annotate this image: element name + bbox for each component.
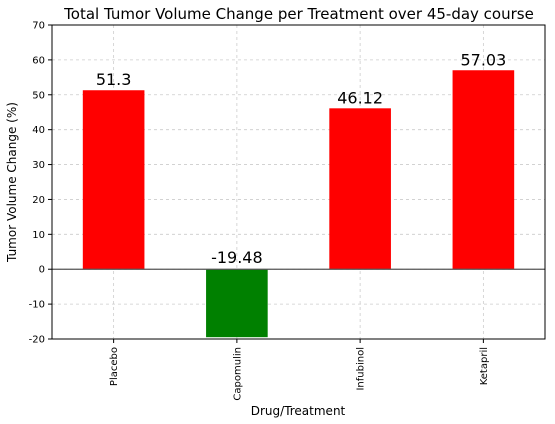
x-tick-label: Infubinol <box>356 347 367 391</box>
y-tick-label: 0 <box>39 265 45 276</box>
y-tick-label: 40 <box>32 125 45 136</box>
x-tick-label: Placebo <box>109 347 120 386</box>
data-label: 46.12 <box>337 88 383 107</box>
data-label: -19.48 <box>211 248 263 267</box>
y-tick-label: 70 <box>32 21 45 32</box>
y-tick-label: 30 <box>32 160 45 171</box>
data-labels: 51.3 -19.48 46.12 57.03 <box>96 50 506 267</box>
bar-infubinol <box>329 108 391 270</box>
chart-title: Total Tumor Volume Change per Treatment … <box>63 5 534 23</box>
x-tick-label: Capomulin <box>232 347 243 401</box>
x-tick-label: Ketapril <box>479 347 490 385</box>
data-label: 57.03 <box>460 50 506 69</box>
y-tick-label: 60 <box>32 55 45 66</box>
bar-capomulin <box>206 269 268 338</box>
x-axis-label: Drug/Treatment <box>251 404 346 418</box>
y-axis-ticks: -20 -10 0 10 20 30 40 50 60 70 <box>29 21 52 346</box>
y-tick-label: 10 <box>32 230 45 241</box>
y-tick-label: -20 <box>29 335 45 346</box>
y-tick-label: -10 <box>29 300 45 311</box>
bars <box>82 70 515 338</box>
y-tick-label: 20 <box>32 195 45 206</box>
x-axis-ticks: Placebo Capomulin Infubinol Ketapril <box>109 339 490 401</box>
bar-placebo <box>82 90 145 270</box>
bar-ketapril <box>452 70 515 270</box>
data-label: 51.3 <box>96 70 132 89</box>
y-tick-label: 50 <box>32 90 45 101</box>
plot-frame <box>51 24 546 340</box>
y-axis-label: Tumor Volume Change (%) <box>5 102 19 263</box>
